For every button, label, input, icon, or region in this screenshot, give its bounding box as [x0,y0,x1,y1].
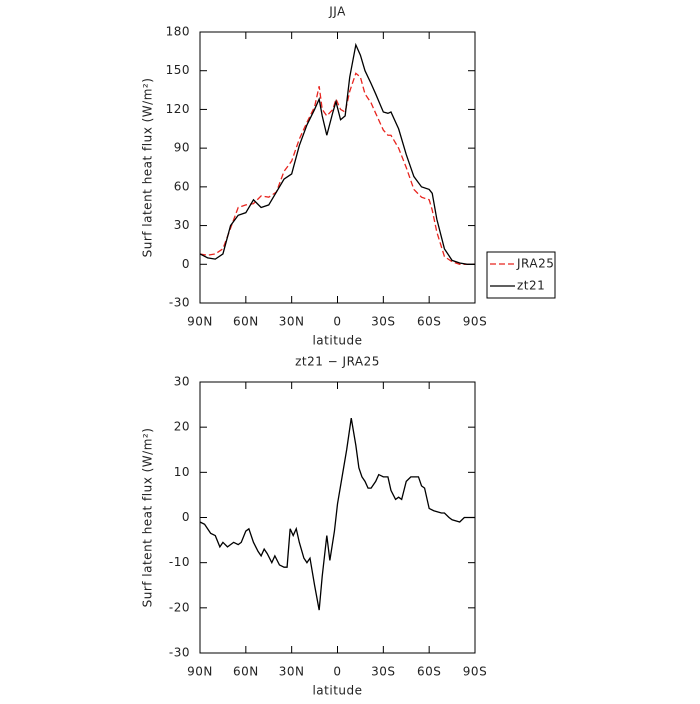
y-tick-label: 30 [174,375,190,389]
x-tick-label: 30S [371,665,395,679]
x-tick-label: 0 [333,315,341,329]
x-tick-label: 60S [417,665,441,679]
y-tick-label: 90 [174,141,190,155]
x-axis-label: latitude [312,684,362,698]
legend-label: JRA25 [516,257,554,271]
y-tick-label: 30 [174,218,190,232]
chart-title: zt21 − JRA25 [295,355,380,369]
series-line [199,418,475,611]
y-tick-label: 20 [174,420,190,434]
x-tick-label: 90S [463,315,487,329]
x-tick-label: 90N [187,665,213,679]
legend-label: zt21 [517,279,545,293]
series-line [199,42,475,265]
series-line [199,72,475,265]
y-tick-label: 60 [174,179,190,193]
y-tick-label: 120 [166,102,190,116]
x-tick-label: 60S [417,315,441,329]
y-tick-label: -20 [169,600,190,614]
x-tick-label: 60N [233,315,259,329]
plot-frame [199,381,476,654]
x-tick-label: 30S [371,315,395,329]
x-tick-label: 30N [279,665,305,679]
y-tick-label: -10 [169,555,190,569]
legend-box [486,251,556,299]
x-tick-label: 90N [187,315,213,329]
x-axis-label: latitude [312,334,362,348]
x-tick-label: 60N [233,665,259,679]
y-tick-label: 180 [166,25,190,39]
y-tick-label: 0 [182,510,190,524]
x-tick-label: 0 [333,665,341,679]
x-tick-label: 30N [279,315,305,329]
y-tick-label: 10 [174,465,190,479]
chart-title: JJA [328,5,346,19]
x-tick-label: 90S [463,665,487,679]
y-tick-label: -30 [169,296,190,310]
y-tick-label: 0 [182,257,190,271]
y-tick-label: -30 [169,646,190,660]
y-axis-label: Surf latent heat flux (W/m²) [141,428,155,608]
y-axis-label: Surf latent heat flux (W/m²) [141,78,155,258]
y-tick-label: 150 [166,63,190,77]
plot-frame [199,31,476,304]
